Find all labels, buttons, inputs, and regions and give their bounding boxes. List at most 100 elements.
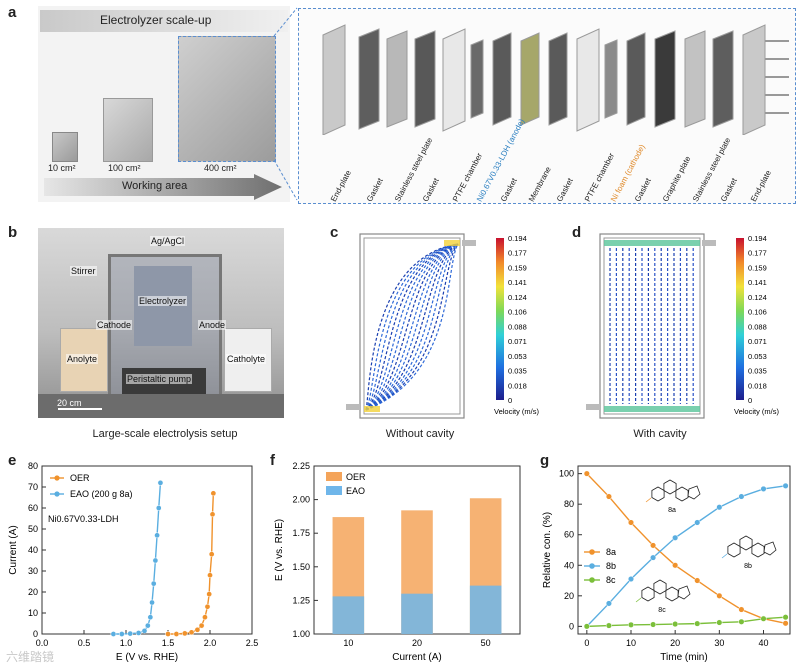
y-tick-label: 20 [28, 587, 38, 597]
chart-e-current-vs-potential: 0.0 0.5 1.0 1.5 2.0 2.5 0 10 20 30 40 50 60 70 80 E (V … [8, 461, 258, 663]
scaleup-title-bar [40, 10, 288, 32]
streamline [365, 243, 459, 411]
molecule-8a [645, 479, 701, 503]
legend-label: 8a [606, 547, 616, 557]
setup-label-8: 20 cm [57, 398, 82, 408]
component-label-3: Gasket [421, 176, 441, 204]
ring [763, 541, 777, 556]
data-point [210, 490, 217, 497]
streamline [365, 243, 459, 411]
component-label-11: Gasket [633, 176, 653, 204]
outlet-port [702, 240, 716, 246]
data-point [738, 606, 745, 613]
data-point [650, 621, 657, 628]
x-tick-label: 50 [481, 638, 491, 648]
ring [739, 535, 753, 551]
y-tick-label: 1.00 [292, 629, 310, 639]
data-point [207, 572, 213, 579]
colorbar-label: Velocity (m/s) [734, 407, 780, 416]
annotation: Ni0.67V0.33-LDH [48, 514, 119, 524]
component-label-7: Membrane [527, 165, 553, 204]
plate-cathode [604, 39, 618, 119]
outlet-jet [444, 240, 460, 246]
component-label-6: Gasket [499, 176, 519, 204]
bottom-channel [604, 406, 700, 412]
panel-letter-g: g [540, 452, 550, 469]
data-point [605, 493, 612, 500]
x-axis-label: Current (A) [392, 652, 441, 663]
colorbar-tick: 0.124 [508, 293, 527, 302]
working-area-arrow [44, 174, 282, 200]
y-tick-label: 30 [28, 566, 38, 576]
data-point [144, 622, 151, 629]
colorbar-tick: 0.141 [748, 278, 767, 287]
colorbar-tick: 0.035 [508, 367, 527, 376]
y-tick-label: 70 [28, 482, 38, 492]
series-line-oer [168, 493, 215, 635]
data-point [672, 562, 679, 569]
x-tick-label: 0 [584, 638, 589, 648]
x-tick-label: 40 [758, 638, 768, 648]
plot-frame [577, 465, 791, 635]
panel-letter-e: e [8, 452, 17, 469]
data-point [694, 519, 701, 526]
flow-field-with-cavity: 0.194 0.177 0.159 0.141 0.124 0.106 0.088 0.071… [586, 233, 780, 419]
colorbar-tick: 0.053 [748, 352, 767, 361]
exploded-view: End-plate Gasket Stainless steel plate Gask… [298, 8, 796, 204]
top-channel [604, 240, 700, 246]
setup-label-6: Catholyte [226, 354, 267, 364]
colorbar-tick: 0.053 [508, 352, 527, 361]
streamline [365, 243, 459, 411]
x-tick-label: 0.0 [36, 638, 49, 648]
x-tick-label: 20 [670, 638, 680, 648]
data-point [155, 505, 162, 511]
inlet-port [586, 404, 600, 410]
y-tick-label: 0 [569, 621, 574, 631]
component-label-14: Gasket [719, 176, 739, 204]
data-point [782, 614, 789, 621]
plate-end-left [322, 24, 346, 135]
setup-photo [38, 228, 284, 418]
legend-marker [589, 563, 595, 569]
streamline [365, 243, 459, 411]
x-tick-label: 1.5 [162, 638, 175, 648]
y-axis-label: Relative con. (%) [542, 512, 553, 588]
cell-inner-frame [603, 237, 701, 415]
y-tick-label: 60 [564, 530, 574, 540]
data-point [605, 622, 612, 629]
data-point [716, 592, 723, 599]
legend-marker [54, 491, 60, 497]
x-tick-label: 2.0 [204, 638, 217, 648]
data-point [173, 631, 180, 637]
panel-letter-b: b [8, 224, 18, 241]
panel-d-caption: With cavity [633, 428, 687, 440]
data-point [165, 631, 171, 637]
setup-label-7: Peristaltic pump [126, 374, 193, 384]
x-tick-label: 30 [714, 638, 724, 648]
plate-graphite [654, 30, 676, 128]
carbonyl [645, 497, 652, 503]
ring [675, 486, 689, 502]
legend-label: EAO [346, 486, 365, 496]
plate-steel-2 [684, 30, 706, 128]
exploded-components [322, 24, 789, 135]
inlet-jet [364, 406, 380, 412]
molecule-8b [721, 535, 777, 559]
x-axis-label: E (V vs. RHE) [116, 652, 178, 663]
legend-label: OER [70, 473, 90, 483]
plate-gasket-2 [414, 30, 436, 128]
panel-c-caption: Without cavity [385, 428, 455, 440]
colorbar-tick: 0.071 [508, 337, 527, 346]
carbonyl [721, 553, 728, 559]
colorbar-tick: 0.194 [748, 234, 767, 243]
y-tick-label: 80 [564, 499, 574, 509]
x-tick-label: 10 [626, 638, 636, 648]
data-point [150, 580, 157, 587]
plate-100cm [103, 98, 153, 162]
colorbar-tick: 0.159 [508, 263, 527, 272]
electrolyzer-body [134, 266, 192, 346]
plate-10cm [52, 132, 78, 162]
ring [677, 585, 691, 600]
molecule-label: 8a [668, 507, 676, 514]
data-point [147, 614, 154, 621]
